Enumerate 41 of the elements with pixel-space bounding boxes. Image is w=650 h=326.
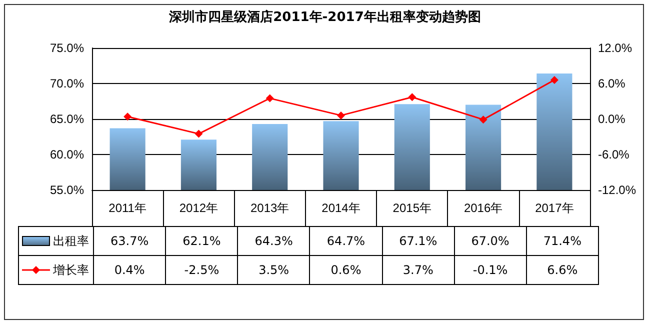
point — [266, 94, 274, 102]
data-label: 71.4% — [526, 226, 598, 256]
data-label: 6.6% — [526, 256, 598, 284]
data-label: 3.5% — [238, 256, 310, 284]
x-tick-label: 2012年 — [179, 201, 218, 215]
y2-tick-label: 0.0% — [598, 112, 626, 126]
data-label: -2.5% — [166, 256, 238, 284]
data-label: -0.1% — [454, 256, 526, 284]
data-label: 67.1% — [382, 226, 454, 256]
x-tick-label: 2017年 — [535, 201, 574, 215]
x-tick-label: 2015年 — [392, 201, 432, 215]
y2-tick-label: -6.0% — [598, 148, 630, 162]
data-label: 64.3% — [238, 226, 310, 256]
x-tick-label: 2014年 — [322, 201, 360, 215]
y-tick-label: 65.0% — [50, 112, 84, 126]
point — [337, 111, 345, 120]
point — [550, 76, 558, 84]
data-label: 0.6% — [310, 256, 382, 284]
point — [408, 93, 416, 102]
y-tick-label: 60.0% — [50, 148, 84, 162]
x-tick-label: 2011年 — [108, 201, 146, 215]
data-label: 62.1% — [166, 226, 238, 256]
data-label: 64.7% — [310, 226, 382, 256]
y-tick-label: 75.0% — [50, 41, 84, 55]
point — [194, 130, 203, 138]
point — [124, 112, 132, 121]
point — [479, 116, 488, 124]
x-tick-label: 2016年 — [464, 201, 503, 215]
legend-label: 增长率 — [53, 262, 89, 276]
x-tick-label: 2013年 — [250, 201, 290, 215]
chart-title: 深圳市四星级酒店2011年-2017年出租率变动趋势图 — [168, 8, 482, 26]
data-label: 67.0% — [454, 226, 526, 256]
data-label: 3.7% — [382, 256, 454, 284]
y-tick-label: 55.0% — [50, 183, 84, 197]
legend-label: 出租率 — [53, 234, 89, 248]
y-tick-label: 70.0% — [50, 76, 84, 90]
y2-tick-label: 6.0% — [598, 76, 626, 90]
data-label: 0.4% — [94, 256, 166, 284]
data-label: 63.7% — [94, 226, 166, 256]
y2-tick-label: 12.0% — [598, 41, 632, 55]
y2-tick-label: -12.0% — [598, 183, 636, 197]
